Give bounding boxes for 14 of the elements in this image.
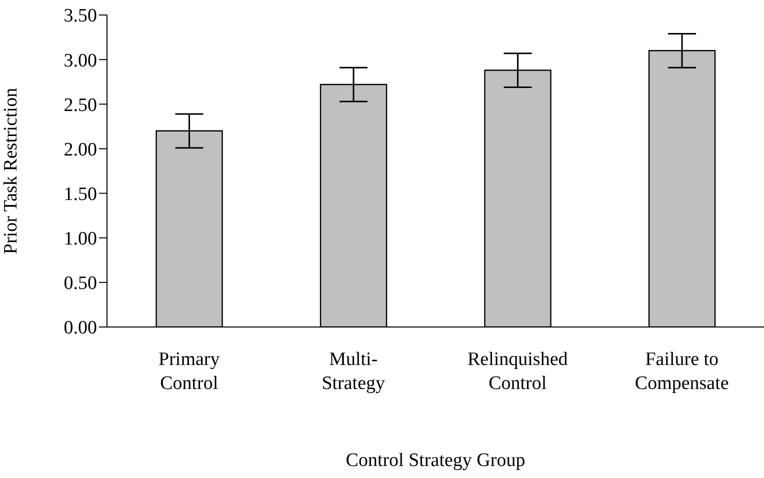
x-tick-label: Multi-Strategy: [322, 349, 386, 394]
y-tick-label: 1.50: [64, 184, 97, 206]
y-tick-label: 0.50: [64, 273, 97, 294]
y-tick-label: 0.00: [64, 318, 97, 339]
y-tick-label: 1.00: [64, 228, 97, 250]
x-axis-title: Control Strategy Group: [346, 450, 526, 471]
y-axis-title: Prior Task Restriction: [0, 87, 22, 254]
x-tick-label: Relinquished Control: [467, 349, 568, 394]
y-tick-label: 3.00: [64, 50, 97, 72]
x-tick-label: Failure to Compensate: [634, 349, 729, 394]
y-tick-label: 2.50: [64, 94, 97, 116]
y-tick-label: 2.00: [64, 139, 97, 160]
y-tick-label: 3.50: [64, 6, 97, 27]
x-tick-label: Primary Control: [158, 349, 220, 394]
